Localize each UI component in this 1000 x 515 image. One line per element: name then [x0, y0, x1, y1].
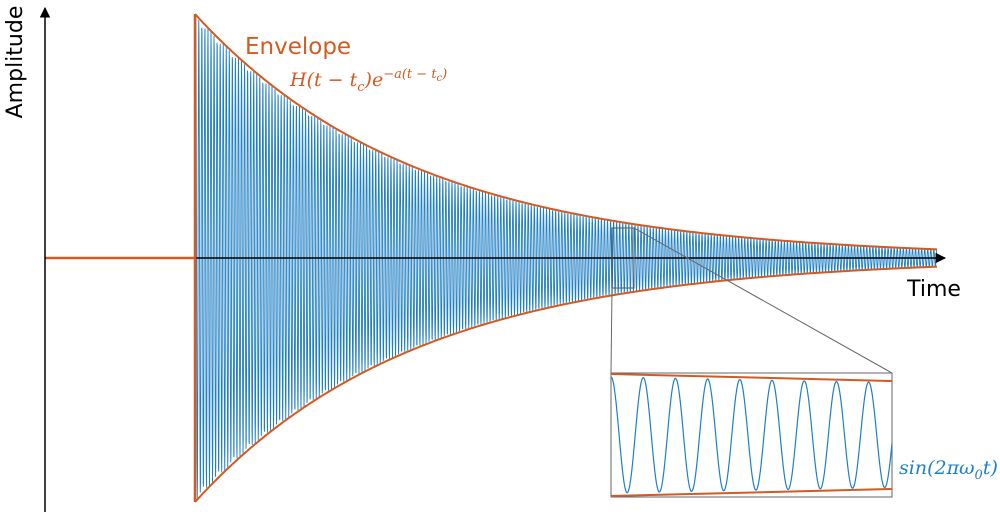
envelope-formula: H(t − tc)e−a(t − tc): [289, 67, 447, 95]
x-axis-label: Time: [906, 277, 961, 302]
zoom-region-box: [611, 227, 635, 289]
envelope-upper: [194, 13, 938, 251]
zoom-connector-left: [610, 287, 613, 374]
envelope-lower: [194, 265, 938, 503]
inset-formula: sin(2πω0t): [899, 457, 998, 483]
y-axis-label: Amplitude: [3, 6, 28, 119]
inset-envelope-upper: [611, 373, 892, 382]
zoom-connector-top: [633, 227, 893, 374]
zoom-inset: [610, 372, 893, 498]
inset-envelope-lower: [611, 488, 892, 497]
envelope-baseline: [46, 14, 197, 502]
inset-sine-wave: [611, 376, 892, 494]
envelope-label: Envelope: [245, 34, 351, 60]
